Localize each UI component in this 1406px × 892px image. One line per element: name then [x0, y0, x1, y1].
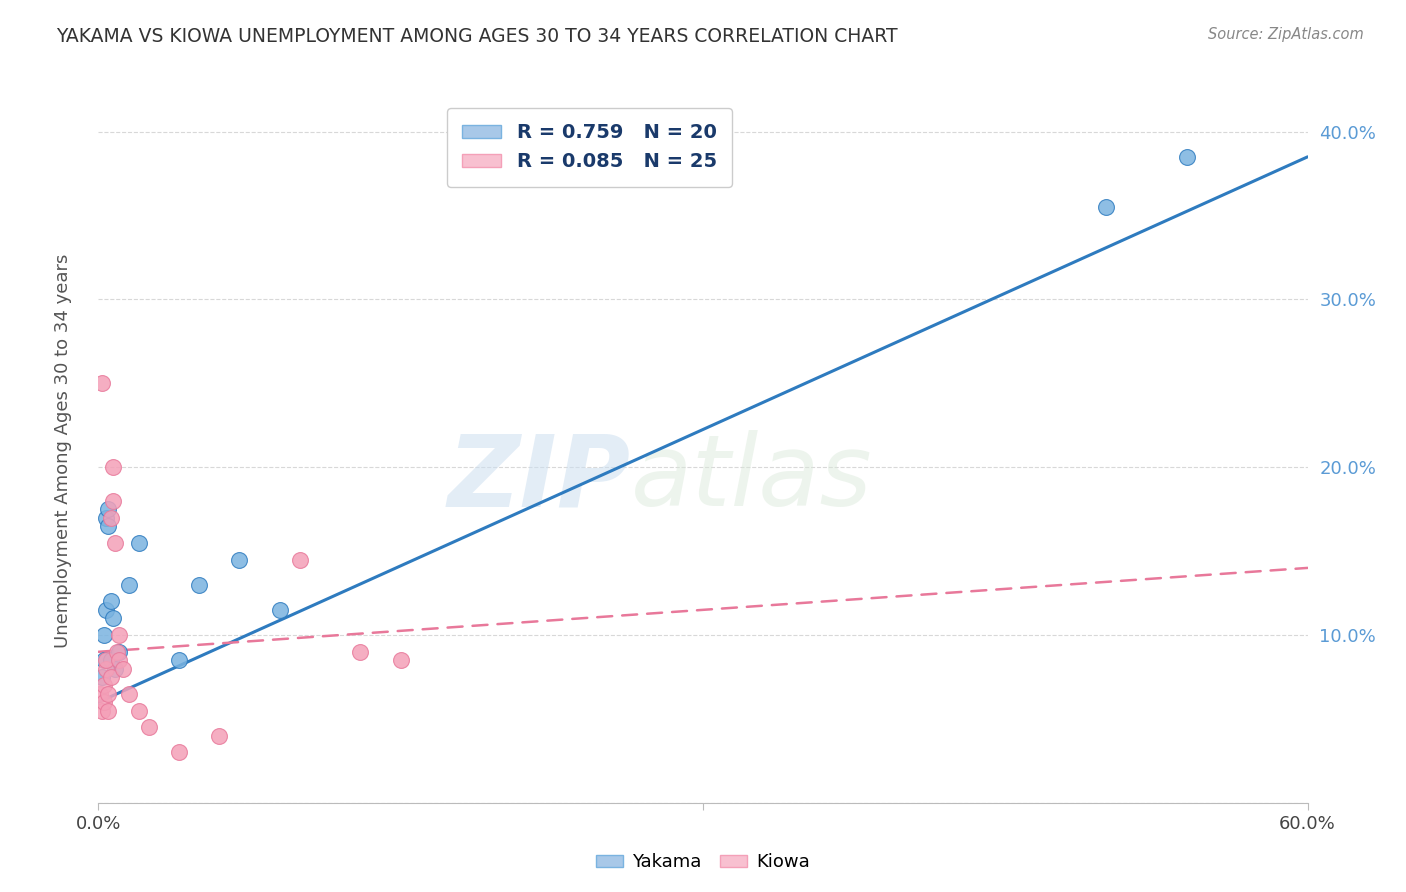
Point — [128, 704, 150, 718]
Point — [96, 603, 118, 617]
Point — [111, 662, 134, 676]
Point — [138, 720, 160, 734]
Point — [91, 670, 114, 684]
Point — [107, 653, 129, 667]
Point — [91, 704, 114, 718]
Point — [269, 603, 291, 617]
Point — [105, 645, 128, 659]
Legend: R = 0.759   N = 20, R = 0.085   N = 25: R = 0.759 N = 20, R = 0.085 N = 25 — [447, 108, 733, 186]
Legend: Yakama, Kiowa: Yakama, Kiowa — [589, 847, 817, 879]
Point — [100, 594, 122, 608]
Point — [93, 678, 115, 692]
Point — [89, 687, 111, 701]
Point — [107, 645, 129, 659]
Point — [288, 552, 311, 566]
Point — [96, 662, 118, 676]
Point — [97, 519, 120, 533]
Text: ZIP: ZIP — [447, 430, 630, 527]
Point — [93, 653, 115, 667]
Point — [91, 376, 114, 391]
Text: atlas: atlas — [630, 430, 872, 527]
Point — [228, 552, 250, 566]
Point — [167, 746, 190, 760]
Point — [101, 611, 124, 625]
Point — [97, 502, 120, 516]
Point — [100, 653, 122, 667]
Point — [1095, 200, 1118, 214]
Point — [101, 493, 124, 508]
Point — [1175, 150, 1198, 164]
Point — [118, 687, 141, 701]
Point — [96, 510, 118, 524]
Point — [103, 535, 125, 549]
Point — [167, 653, 190, 667]
Point — [93, 695, 115, 709]
Point — [208, 729, 231, 743]
Text: YAKAMA VS KIOWA UNEMPLOYMENT AMONG AGES 30 TO 34 YEARS CORRELATION CHART: YAKAMA VS KIOWA UNEMPLOYMENT AMONG AGES … — [56, 27, 898, 45]
Y-axis label: Unemployment Among Ages 30 to 34 years: Unemployment Among Ages 30 to 34 years — [53, 253, 72, 648]
Point — [100, 670, 122, 684]
Point — [93, 628, 115, 642]
Point — [389, 653, 412, 667]
Point — [97, 704, 120, 718]
Point — [96, 653, 118, 667]
Point — [128, 535, 150, 549]
Point — [103, 662, 125, 676]
Point — [188, 577, 211, 591]
Point — [101, 460, 124, 475]
Point — [107, 628, 129, 642]
Point — [349, 645, 371, 659]
Point — [118, 577, 141, 591]
Point — [97, 687, 120, 701]
Text: Source: ZipAtlas.com: Source: ZipAtlas.com — [1208, 27, 1364, 42]
Point — [100, 510, 122, 524]
